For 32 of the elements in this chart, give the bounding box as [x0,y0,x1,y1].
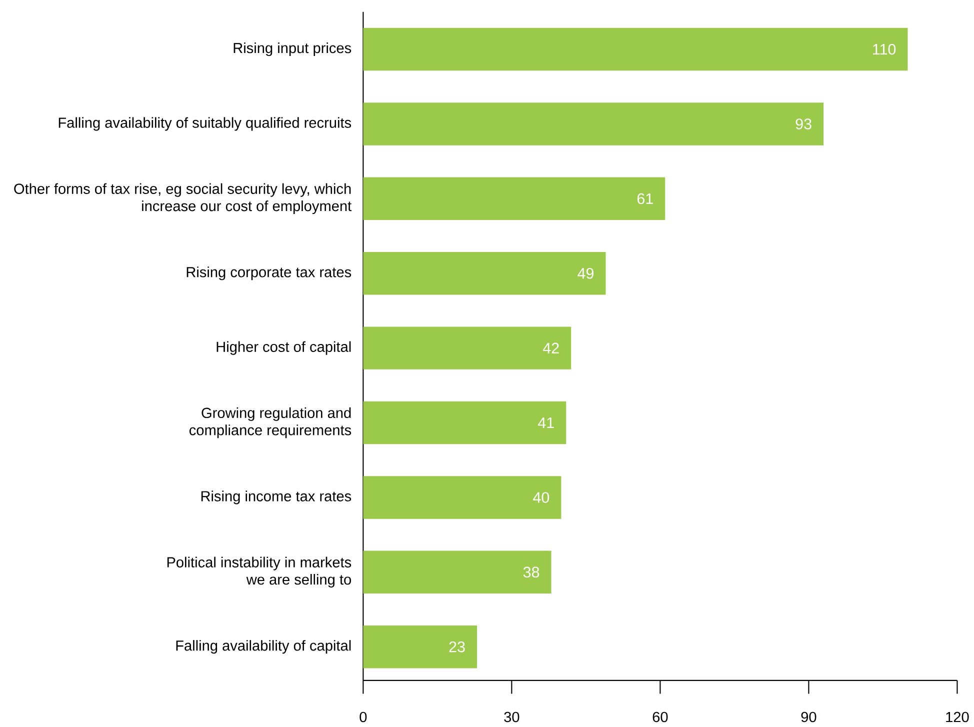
y-tick-label: Higher cost of capital [216,341,351,355]
data-label: 61 [637,193,653,204]
data-label: 38 [523,566,540,578]
x-tick-label: 60 [652,712,668,722]
x-tick-label: 0 [360,712,367,722]
bar [363,401,566,444]
bar [363,476,562,519]
bar [363,177,666,220]
bar [363,550,552,594]
data-label: 93 [796,118,812,130]
y-tick-label: Falling availability of capital [176,640,351,654]
y-tick-label: Rising corporate tax rates [186,266,352,280]
bar [363,102,824,146]
y-tick-label: Political instability in markets we are selling to [167,556,352,588]
x-tick-label: 90 [801,712,816,722]
bar [363,28,908,71]
data-label: 40 [533,492,550,503]
x-tick-label: 30 [504,712,520,722]
x-tick-label: 120 [946,712,969,722]
data-label: 110 [873,44,896,55]
bar [363,326,572,370]
y-tick-label: Rising input prices [234,42,352,56]
y-tick-label: Other forms of tax rise, eg social security levy, which increase our cost of employment [14,183,352,214]
y-tick-label: Falling availability of suitably qualified recruits [58,117,352,131]
data-label: 23 [449,642,465,652]
y-tick-label: Rising income tax rates [201,490,352,504]
y-tick-label: Growing regulation and compliance requirements [190,407,352,438]
data-label: 42 [542,342,559,354]
data-label: 49 [578,268,594,279]
bar [363,626,478,668]
data-label: 41 [538,418,554,428]
bar [363,252,606,295]
